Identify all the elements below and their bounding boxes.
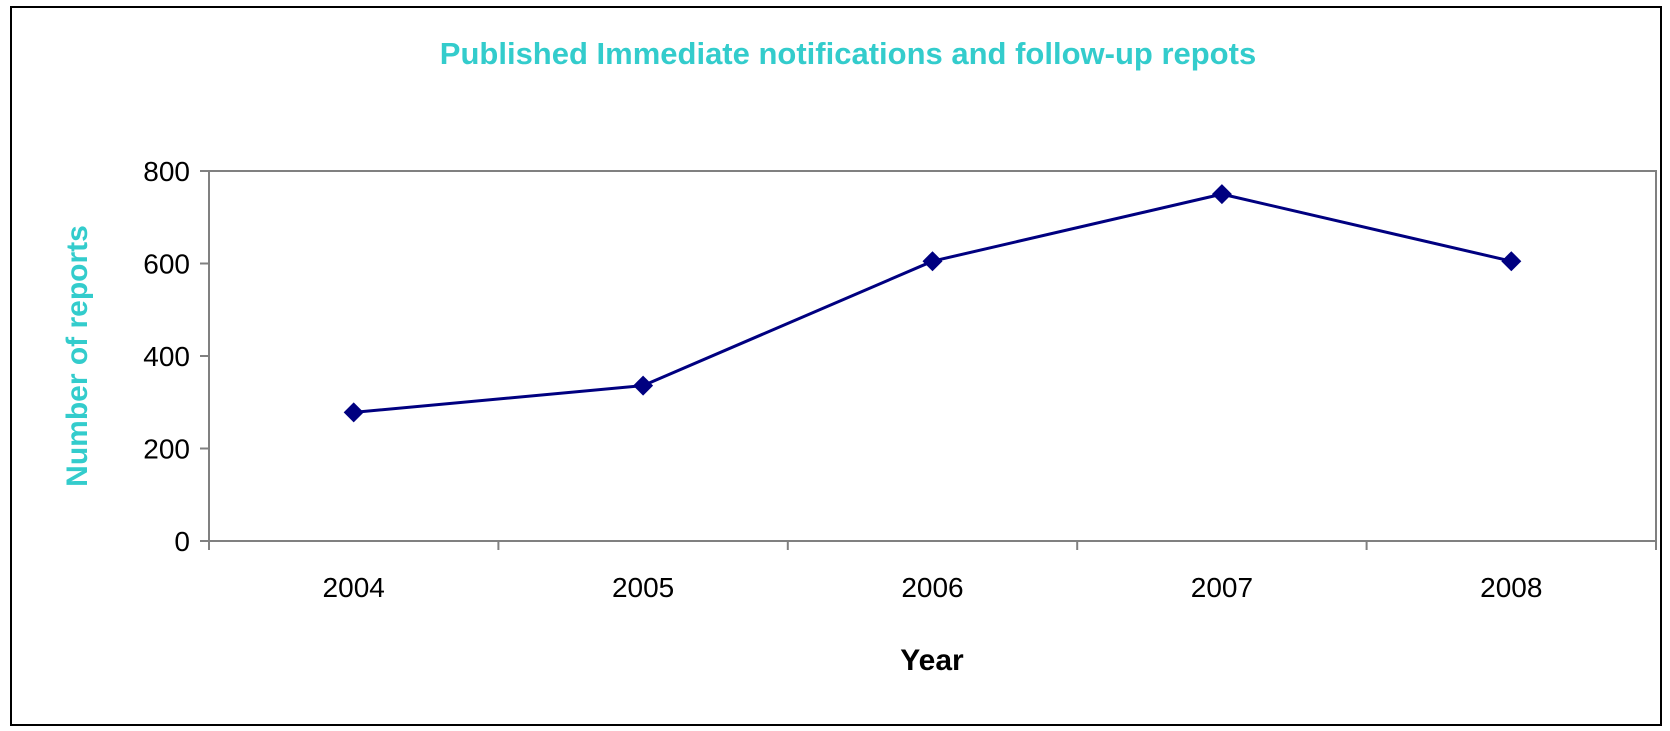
data-point-marker — [633, 375, 654, 396]
data-point-marker — [922, 251, 943, 272]
y-tick-label: 200 — [143, 434, 190, 465]
y-axis-ticks: 0 200 400 600 800 — [143, 156, 209, 557]
y-tick-label: 600 — [143, 249, 190, 280]
y-tick-label: 0 — [174, 526, 190, 557]
x-tick-label: 2006 — [901, 572, 963, 603]
x-axis-ticks: 2004 2005 2006 2007 2008 — [208, 541, 1657, 603]
y-tick-label: 800 — [143, 156, 190, 187]
x-tick-label: 2004 — [323, 572, 385, 603]
x-axis-label: Year — [900, 644, 964, 677]
data-point-marker — [1501, 251, 1522, 272]
chart-title: Published Immediate notifications and fo… — [440, 36, 1256, 71]
y-axis-label: Number of reports — [61, 225, 94, 487]
x-tick-label: 2007 — [1191, 572, 1253, 603]
y-tick-label: 400 — [143, 341, 190, 372]
x-tick-label: 2008 — [1480, 572, 1542, 603]
data-point-marker — [343, 402, 364, 423]
plot-area — [208, 170, 1657, 542]
series-layer — [343, 184, 1522, 423]
x-tick-label: 2005 — [612, 572, 674, 603]
data-point-marker — [1211, 184, 1232, 205]
